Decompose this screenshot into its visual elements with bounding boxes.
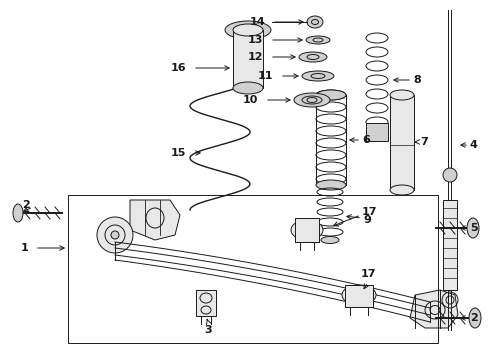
Ellipse shape <box>13 204 23 222</box>
Ellipse shape <box>306 16 323 28</box>
Polygon shape <box>409 290 457 328</box>
Text: 11: 11 <box>257 71 272 81</box>
Text: 1: 1 <box>20 243 28 253</box>
Bar <box>232 30 263 88</box>
Polygon shape <box>130 200 180 240</box>
Ellipse shape <box>97 217 133 253</box>
Ellipse shape <box>442 168 456 182</box>
Ellipse shape <box>298 52 326 62</box>
Ellipse shape <box>306 98 316 103</box>
Bar <box>389 95 413 190</box>
Text: 2: 2 <box>22 200 30 210</box>
Text: 3: 3 <box>204 325 211 335</box>
Bar <box>294 218 318 242</box>
Bar <box>345 285 372 307</box>
Ellipse shape <box>466 218 478 238</box>
Text: 7: 7 <box>419 137 427 147</box>
Ellipse shape <box>293 93 329 107</box>
Ellipse shape <box>315 180 346 190</box>
Text: 2: 2 <box>469 313 477 323</box>
Ellipse shape <box>232 24 263 36</box>
Ellipse shape <box>389 185 413 195</box>
Text: 17: 17 <box>360 269 375 279</box>
Ellipse shape <box>468 308 480 328</box>
Text: 12: 12 <box>247 52 263 62</box>
Text: 8: 8 <box>412 75 420 85</box>
Text: 16: 16 <box>170 63 185 73</box>
Bar <box>442 200 456 290</box>
Bar <box>68 195 437 343</box>
Text: 4: 4 <box>469 140 477 150</box>
Bar <box>365 123 387 141</box>
Bar <box>196 290 216 316</box>
Text: 10: 10 <box>242 95 258 105</box>
Ellipse shape <box>389 90 413 100</box>
Text: 6: 6 <box>361 135 369 145</box>
Text: 15: 15 <box>170 148 185 158</box>
Ellipse shape <box>341 285 375 305</box>
Ellipse shape <box>302 71 333 81</box>
Ellipse shape <box>320 237 338 243</box>
Ellipse shape <box>224 21 270 39</box>
Ellipse shape <box>111 231 119 239</box>
Text: 17: 17 <box>361 207 377 217</box>
Ellipse shape <box>315 90 346 100</box>
Ellipse shape <box>305 36 329 44</box>
Text: 5: 5 <box>469 223 477 233</box>
Text: 14: 14 <box>249 17 264 27</box>
Ellipse shape <box>290 220 323 240</box>
Text: 13: 13 <box>247 35 263 45</box>
Ellipse shape <box>232 82 263 94</box>
Text: 9: 9 <box>362 215 370 225</box>
Bar <box>367 38 385 128</box>
